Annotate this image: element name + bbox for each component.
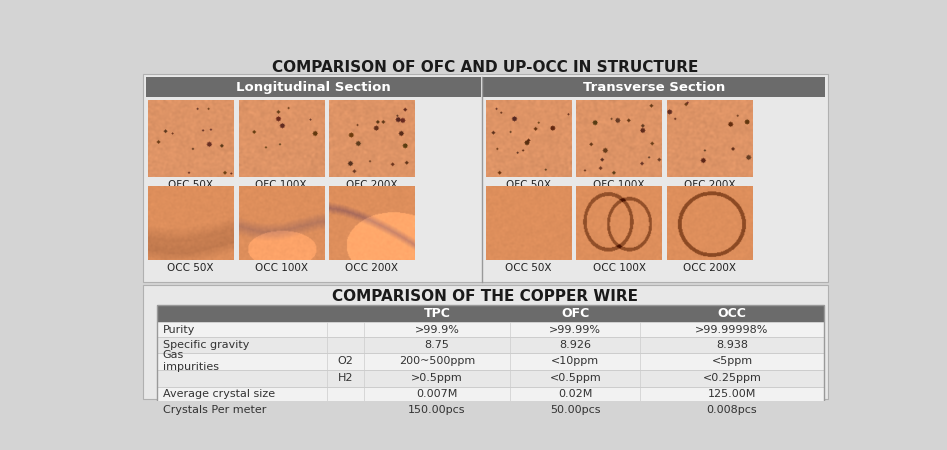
Text: 50.00pcs: 50.00pcs	[550, 405, 600, 415]
FancyBboxPatch shape	[157, 305, 824, 322]
Text: >99.9%: >99.9%	[415, 324, 459, 335]
Text: Average crystal size: Average crystal size	[163, 389, 275, 399]
Text: OCC 200X: OCC 200X	[346, 263, 399, 274]
FancyBboxPatch shape	[157, 322, 824, 338]
Text: OFC 200X: OFC 200X	[346, 180, 398, 190]
FancyBboxPatch shape	[146, 77, 481, 97]
Text: OFC 50X: OFC 50X	[168, 180, 213, 190]
Text: 200~500ppm: 200~500ppm	[399, 356, 475, 366]
Text: Gas
impurities: Gas impurities	[163, 351, 219, 372]
Text: >0.5ppm: >0.5ppm	[411, 373, 463, 383]
Text: 8.75: 8.75	[424, 340, 450, 350]
Text: OFC 100X: OFC 100X	[256, 180, 307, 190]
Text: TPC: TPC	[423, 307, 451, 320]
Text: 150.00pcs: 150.00pcs	[408, 405, 466, 415]
Text: OCC 100X: OCC 100X	[593, 263, 646, 274]
Text: 0.02M: 0.02M	[558, 389, 593, 399]
Text: Purity: Purity	[163, 324, 195, 335]
FancyBboxPatch shape	[157, 338, 824, 353]
Text: OFC 100X: OFC 100X	[593, 180, 645, 190]
Text: Transverse Section: Transverse Section	[582, 81, 725, 94]
FancyBboxPatch shape	[157, 402, 824, 418]
Text: Longitudinal Section: Longitudinal Section	[236, 81, 391, 94]
Text: Specific gravity: Specific gravity	[163, 340, 249, 350]
Text: H2: H2	[338, 373, 353, 383]
FancyBboxPatch shape	[157, 353, 824, 370]
FancyBboxPatch shape	[157, 387, 824, 402]
Text: OFC 200X: OFC 200X	[684, 180, 736, 190]
Text: OCC 50X: OCC 50X	[505, 263, 551, 274]
Text: OCC 200X: OCC 200X	[683, 263, 736, 274]
FancyBboxPatch shape	[143, 285, 828, 399]
Text: OCC 100X: OCC 100X	[255, 263, 308, 274]
Text: <0.25ppm: <0.25ppm	[703, 373, 761, 383]
Text: OFC 50X: OFC 50X	[506, 180, 551, 190]
Text: 0.008pcs: 0.008pcs	[706, 405, 758, 415]
FancyBboxPatch shape	[483, 77, 825, 97]
FancyBboxPatch shape	[157, 370, 824, 387]
Text: <0.5ppm: <0.5ppm	[549, 373, 601, 383]
Text: >99.99998%: >99.99998%	[695, 324, 769, 335]
Text: 8.926: 8.926	[560, 340, 591, 350]
Text: 125.00M: 125.00M	[707, 389, 756, 399]
Text: OFC: OFC	[562, 307, 589, 320]
FancyBboxPatch shape	[143, 74, 828, 282]
Text: OCC 50X: OCC 50X	[168, 263, 214, 274]
Text: COMPARISON OF THE COPPER WIRE: COMPARISON OF THE COPPER WIRE	[332, 289, 638, 304]
Text: Crystals Per meter: Crystals Per meter	[163, 405, 266, 415]
Text: 0.007M: 0.007M	[417, 389, 457, 399]
Text: >99.99%: >99.99%	[549, 324, 601, 335]
Text: 8.938: 8.938	[716, 340, 748, 350]
Text: O2: O2	[337, 356, 353, 366]
Text: OCC: OCC	[718, 307, 746, 320]
Text: <5ppm: <5ppm	[711, 356, 753, 366]
Text: <10ppm: <10ppm	[551, 356, 599, 366]
Text: COMPARISON OF OFC AND UP-OCC IN STRUCTURE: COMPARISON OF OFC AND UP-OCC IN STRUCTUR…	[272, 60, 698, 75]
